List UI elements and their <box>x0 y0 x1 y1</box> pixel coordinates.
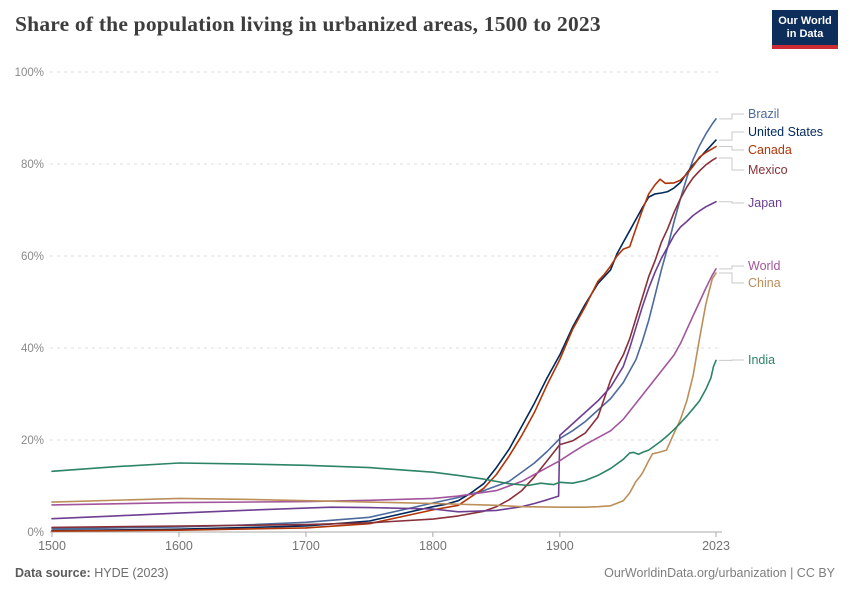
x-tick-label-1800: 1800 <box>419 539 447 553</box>
series-label-india[interactable]: India <box>748 353 775 367</box>
y-tick-label-40: 40% <box>21 343 44 355</box>
label-connector-canada <box>719 146 744 151</box>
label-connector-brazil <box>719 113 744 120</box>
y-tick-label-20: 20% <box>21 435 44 447</box>
label-connector-united-states <box>719 131 744 141</box>
series-line-united-states <box>51 139 717 532</box>
x-tick-label-1700: 1700 <box>292 539 320 553</box>
series-line-world <box>51 268 717 506</box>
series-label-japan[interactable]: Japan <box>748 196 782 210</box>
y-tick-label-80: 80% <box>21 159 44 171</box>
footer-citation-link[interactable]: OurWorldinData.org/urbanization | CC BY <box>604 566 835 580</box>
data-source: Data source: HYDE (2023) <box>15 566 169 580</box>
x-tick-label-2023: 2023 <box>702 539 730 553</box>
owid-logo-line2: in Data <box>786 28 824 40</box>
chart-title: Share of the population living in urbani… <box>15 12 601 36</box>
series-label-china[interactable]: China <box>748 276 781 290</box>
y-tick-label-0: 0% <box>27 527 44 539</box>
label-connector-china <box>719 272 744 284</box>
x-tick-label-1900: 1900 <box>546 539 574 553</box>
series-line-india <box>51 359 717 487</box>
series-label-world[interactable]: World <box>748 259 780 273</box>
series-label-united-states[interactable]: United States <box>748 125 823 139</box>
owid-logo-line1: Our World <box>778 15 832 27</box>
y-tick-label-60: 60% <box>21 251 44 263</box>
series-line-china <box>51 272 717 508</box>
series-line-mexico <box>51 157 717 529</box>
data-source-label: Data source: <box>15 566 91 580</box>
x-tick-label-1500: 1500 <box>38 539 66 553</box>
y-tick-label-100: 100% <box>15 67 44 79</box>
owid-logo: Our World in Data <box>772 10 838 49</box>
series-line-japan <box>51 200 717 520</box>
series-label-mexico[interactable]: Mexico <box>748 163 788 177</box>
x-tick-label-1600: 1600 <box>165 539 193 553</box>
label-connector-mexico <box>719 157 744 171</box>
series-label-canada[interactable]: Canada <box>748 143 792 157</box>
footer: Data source: HYDE (2023) OurWorldinData.… <box>15 566 835 580</box>
label-connector-world <box>719 265 744 270</box>
series-label-brazil[interactable]: Brazil <box>748 107 779 121</box>
data-source-value: HYDE (2023) <box>90 566 169 580</box>
label-connector-japan <box>719 201 744 204</box>
series-line-canada <box>51 145 717 532</box>
series-line-brazil <box>51 118 717 530</box>
